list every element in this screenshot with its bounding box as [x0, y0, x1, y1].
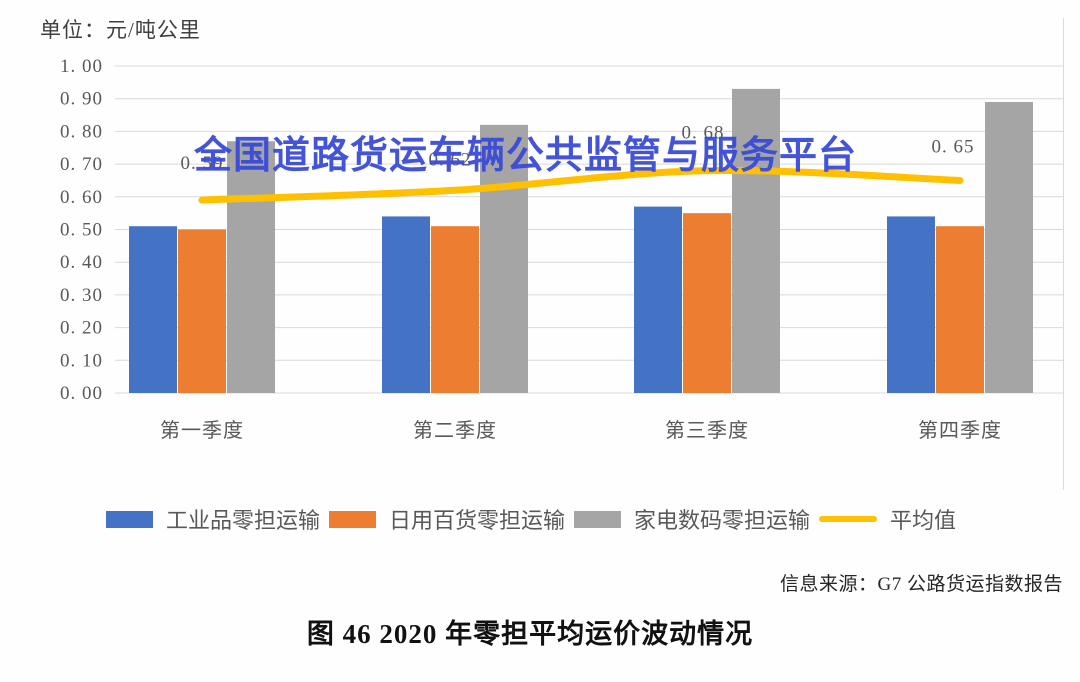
bar-industrial-ltl-q4: [887, 216, 935, 393]
legend-item-appliance-digital-ltl: 家电数码零担运输: [574, 503, 810, 535]
data-label-q3: 0. 68: [682, 123, 725, 144]
x-axis-label-q2: 第二季度: [413, 419, 497, 442]
watermark-overlay: 全国道路货运车辆公共监管与服务平台: [194, 135, 858, 177]
y-tick-label: 0. 60: [60, 187, 103, 208]
legend-label-industrial-ltl: 工业品零担运输: [166, 508, 321, 533]
bar-appliance-digital-ltl-q1: [227, 141, 275, 393]
unit-label: 单位：元/吨公里: [40, 18, 201, 42]
data-label-q2: 0. 62: [429, 149, 472, 170]
x-axis-label-q3: 第三季度: [665, 419, 749, 442]
bar-appliance-digital-ltl-q4: [985, 101, 1033, 393]
average-line: [198, 166, 964, 204]
bar-appliance-digital-ltl-q3: [732, 88, 780, 393]
legend-label-average-line: 平均值: [890, 508, 957, 533]
data-label-q4: 0. 65: [932, 136, 975, 157]
y-tick-label: 0. 20: [60, 318, 103, 339]
bar-line-chart-plot-area: 0. 00 0. 10 0. 20 0. 30 0. 40 0. 50 0. 60 0. 70…: [60, 56, 1063, 442]
y-tick-label: 0. 70: [60, 154, 103, 175]
bar-industrial-ltl-q2: [382, 216, 430, 393]
bar-daily-goods-ltl-q2: [431, 226, 479, 393]
legend-swatch-average-line: [819, 516, 878, 522]
y-tick-label: 0. 10: [60, 350, 103, 371]
bar-industrial-ltl-q3: [634, 206, 682, 393]
legend-item-daily-goods-ltl: 日用百货零担运输: [329, 503, 565, 535]
legend-swatch-daily-goods-ltl: [329, 510, 377, 528]
bar-daily-goods-ltl-q4: [936, 226, 984, 393]
chart-right-border: [1063, 18, 1064, 490]
bar-daily-goods-ltl-q1: [178, 229, 226, 393]
y-tick-label: 0. 80: [60, 121, 103, 142]
y-tick-label: 0. 00: [60, 383, 103, 404]
y-tick-label: 1. 00: [60, 56, 103, 77]
y-tick-label: 0. 50: [60, 220, 103, 241]
chart-legend: 工业品零担运输 日用百货零担运输 家电数码零担运输 平均值: [106, 503, 956, 535]
legend-label-appliance-digital-ltl: 家电数码零担运输: [634, 508, 811, 533]
figure-caption: 图 46 2020 年零担平均运价波动情况: [306, 619, 754, 649]
x-axis-label-q1: 第一季度: [160, 419, 244, 442]
y-tick-label: 0. 30: [60, 285, 103, 306]
legend-label-daily-goods-ltl: 日用百货零担运输: [389, 508, 566, 533]
source-note: 信息来源：G7 公路货运指数报告: [780, 574, 1063, 595]
legend-item-average-line: 平均值: [819, 503, 956, 535]
bar-daily-goods-ltl-q3: [683, 213, 731, 393]
legend-item-industrial-ltl: 工业品零担运输: [106, 503, 320, 535]
bar-appliance-digital-ltl-q2: [480, 124, 528, 394]
bar-industrial-ltl-q1: [129, 226, 177, 393]
data-label-q1: 0. 59: [181, 153, 224, 174]
x-axis-label-q4: 第四季度: [918, 419, 1002, 442]
y-tick-label: 0. 40: [60, 252, 103, 273]
legend-swatch-appliance-digital-ltl: [574, 510, 622, 528]
legend-swatch-industrial-ltl: [106, 510, 153, 528]
y-tick-label: 0. 90: [60, 89, 103, 110]
